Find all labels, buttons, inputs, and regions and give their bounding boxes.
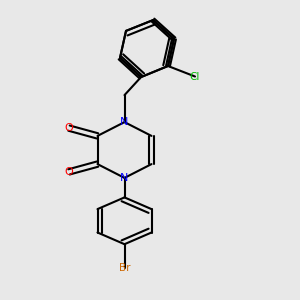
Text: Cl: Cl — [190, 71, 200, 82]
Text: N: N — [120, 117, 129, 127]
Text: N: N — [120, 173, 129, 183]
Text: Br: Br — [119, 262, 130, 273]
Text: O: O — [64, 167, 74, 177]
Text: O: O — [64, 123, 74, 133]
